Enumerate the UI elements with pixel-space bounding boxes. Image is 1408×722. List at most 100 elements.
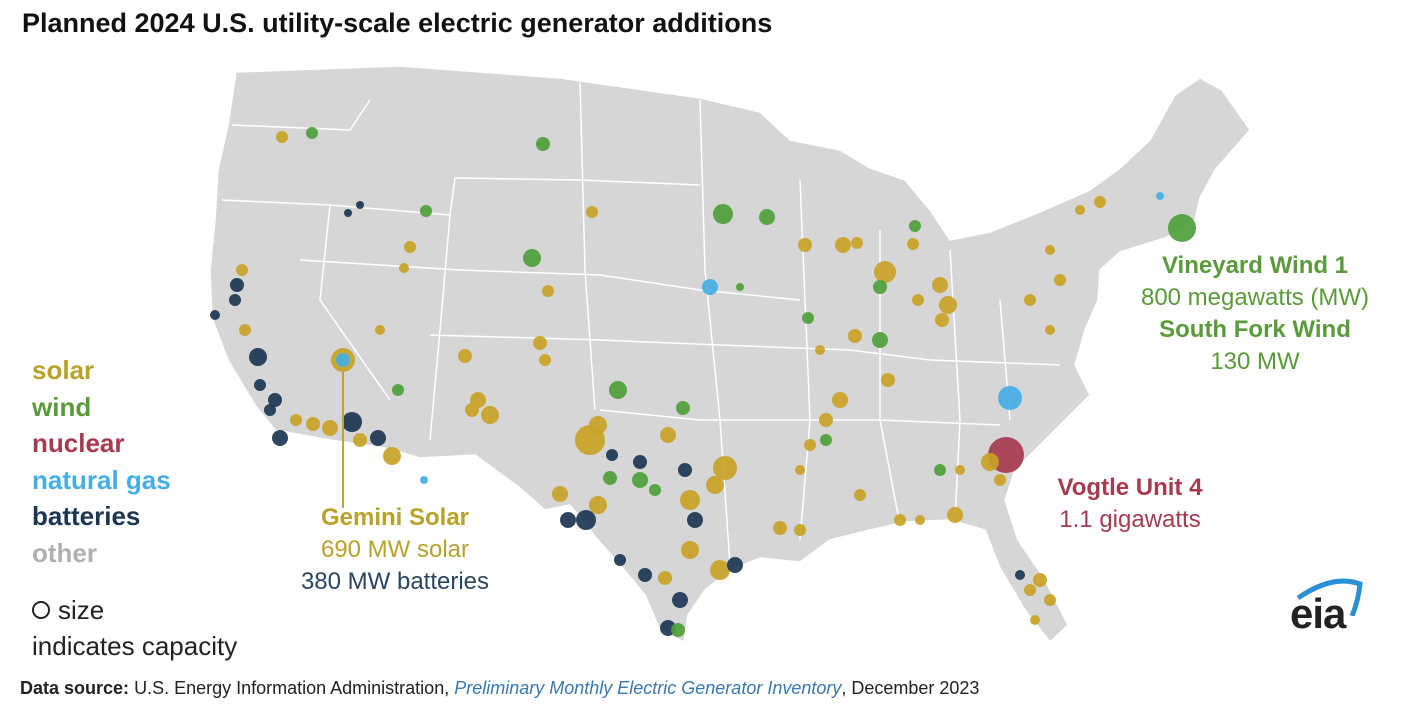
generator-dot-solar xyxy=(306,417,320,431)
vineyard-value: 800 megawatts (MW) xyxy=(1140,284,1370,311)
generator-dot-solar xyxy=(383,447,401,465)
generator-dot-solar xyxy=(236,264,248,276)
generator-dot-wind xyxy=(649,484,661,496)
generator-dot-batteries xyxy=(633,455,647,469)
generator-dot-natural-gas xyxy=(998,386,1022,410)
generator-dot-batteries xyxy=(264,404,276,416)
generator-dot-solar xyxy=(710,560,730,580)
vineyard-annotation: Vineyard Wind 1 800 megawatts (MW) South… xyxy=(1110,250,1400,378)
generator-dot-batteries xyxy=(272,430,288,446)
generator-dot-solar xyxy=(1044,594,1056,606)
generator-dot-solar xyxy=(854,489,866,501)
generator-dot-solar xyxy=(798,238,812,252)
generator-dot-solar xyxy=(1054,274,1066,286)
legend-wind: wind xyxy=(32,391,92,422)
generator-dot-wind xyxy=(759,209,775,225)
generator-dot-solar xyxy=(1045,245,1055,255)
generator-dot-wind xyxy=(820,434,832,446)
generator-dot-solar xyxy=(851,237,863,249)
source-date: , December 2023 xyxy=(841,678,980,698)
generator-dot-solar xyxy=(706,476,724,494)
generator-dot-batteries xyxy=(687,512,703,528)
generator-dot-solar xyxy=(907,238,919,250)
generator-dot-wind xyxy=(609,381,627,399)
generator-dot-solar xyxy=(586,206,598,218)
generator-dot-solar xyxy=(1033,573,1047,587)
generator-dot-batteries xyxy=(370,430,386,446)
southfork-value: 130 MW xyxy=(1210,348,1300,375)
generator-dot-batteries xyxy=(560,512,576,528)
generator-dot-wind xyxy=(1168,214,1196,242)
southfork-name: South Fork Wind xyxy=(1159,316,1351,343)
generator-dot-wind xyxy=(872,332,888,348)
generator-dot-solar xyxy=(848,329,862,343)
generator-dot-wind xyxy=(736,283,744,291)
generator-dot-solar xyxy=(1030,615,1040,625)
generator-dot-wind xyxy=(392,384,404,396)
generator-dot-solar xyxy=(404,241,416,253)
legend-natural-gas: natural gas xyxy=(32,464,171,495)
generator-dot-solar xyxy=(481,406,499,424)
size-legend: size indicates capacity xyxy=(32,592,237,664)
generator-dot-batteries xyxy=(614,554,626,566)
generator-dot-batteries xyxy=(356,201,364,209)
generator-dot-wind xyxy=(420,205,432,217)
generator-dot-solar xyxy=(1024,584,1036,596)
gemini-annotation: Gemini Solar 690 MW solar 380 MW batteri… xyxy=(270,502,520,598)
generator-dot-solar xyxy=(399,263,409,273)
generator-dot-solar xyxy=(458,349,472,363)
source-publication-link[interactable]: Preliminary Monthly Electric Generator I… xyxy=(454,678,842,698)
data-source: Data source: U.S. Energy Information Adm… xyxy=(20,678,979,699)
generator-dot-solar xyxy=(660,427,676,443)
generator-dot-solar xyxy=(932,277,948,293)
logo-arc xyxy=(1296,578,1363,616)
generator-dot-wind xyxy=(671,623,685,637)
generator-dot-batteries xyxy=(727,557,743,573)
legend-other: other xyxy=(32,537,97,568)
generator-dot-solar xyxy=(955,465,965,475)
generator-dot-batteries xyxy=(672,592,688,608)
logo-text: eia xyxy=(1290,590,1346,637)
generator-dot-batteries xyxy=(254,379,266,391)
generator-dot-wind xyxy=(909,220,921,232)
generator-dot-solar xyxy=(773,521,787,535)
generator-dot-solar xyxy=(1094,196,1106,208)
generator-dot-solar xyxy=(795,465,805,475)
generator-dot-solar xyxy=(680,490,700,510)
generator-dot-solar xyxy=(539,354,551,366)
generator-dot-solar xyxy=(239,324,251,336)
source-text: U.S. Energy Information Administration, xyxy=(134,678,450,698)
generator-dot-solar xyxy=(835,237,851,253)
size-label: size xyxy=(58,595,105,625)
generator-dot-solar xyxy=(589,496,607,514)
generator-dot-solar xyxy=(276,131,288,143)
generator-dot-natural-gas xyxy=(336,353,350,367)
eia-logo: eia xyxy=(1288,578,1368,640)
generator-dot-solar xyxy=(947,507,963,523)
generator-dot-solar xyxy=(819,413,833,427)
legend-solar: solar xyxy=(32,355,95,385)
generator-dot-batteries xyxy=(342,412,362,432)
generator-dot-solar xyxy=(912,294,924,306)
generator-dot-wind xyxy=(934,464,946,476)
generator-dot-solar xyxy=(939,296,957,314)
size-description: indicates capacity xyxy=(32,631,238,661)
generator-dots xyxy=(210,127,1196,637)
generator-dot-solar xyxy=(658,571,672,585)
generator-dot-batteries xyxy=(268,393,282,407)
gemini-batteries-value: 380 MW batteries xyxy=(300,568,490,595)
generator-dot-solar xyxy=(794,524,806,536)
generator-dot-wind xyxy=(713,204,733,224)
generator-dot-wind xyxy=(873,280,887,294)
generator-dot-solar xyxy=(881,373,895,387)
generator-dot-solar xyxy=(981,453,999,471)
generator-dot-batteries xyxy=(210,310,220,320)
generator-dot-batteries xyxy=(1015,570,1025,580)
generator-dot-solar xyxy=(915,515,925,525)
generator-dot-solar xyxy=(552,486,568,502)
generator-dot-batteries xyxy=(249,348,267,366)
generator-dot-solar xyxy=(1045,325,1055,335)
generator-dot-wind xyxy=(603,471,617,485)
generator-dot-wind xyxy=(523,249,541,267)
